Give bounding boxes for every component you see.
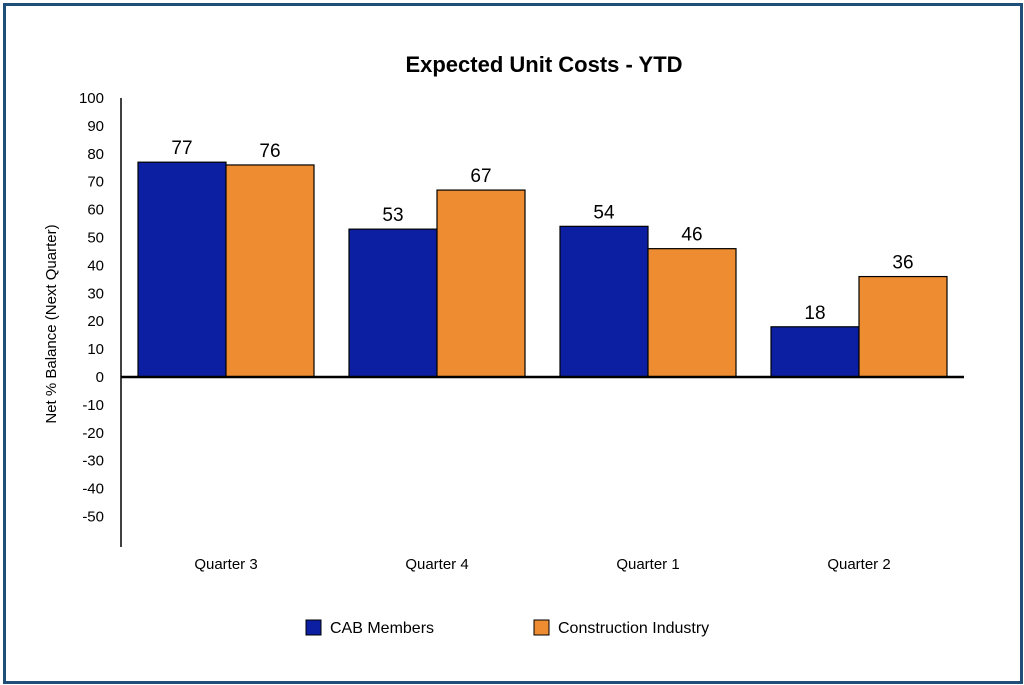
data-label: 77 bbox=[171, 138, 192, 159]
data-label: 18 bbox=[804, 303, 825, 324]
bar-cab-members bbox=[559, 225, 649, 378]
data-label: 76 bbox=[259, 141, 280, 162]
data-label: 36 bbox=[892, 253, 913, 274]
bars bbox=[137, 161, 948, 378]
data-label: 46 bbox=[681, 225, 702, 246]
data-label: 67 bbox=[470, 166, 491, 187]
category-label: Quarter 4 bbox=[405, 556, 468, 573]
y-tick-label: 30 bbox=[87, 285, 104, 302]
data-label: 53 bbox=[382, 205, 403, 226]
bar-construction-industry bbox=[647, 248, 737, 378]
y-tick-label: 50 bbox=[87, 230, 104, 247]
category-label: Quarter 2 bbox=[827, 556, 890, 573]
legend-label: Construction Industry bbox=[558, 620, 709, 637]
y-tick-label: 100 bbox=[79, 90, 104, 107]
bar-chart: Expected Unit Costs - YTD Net % Balance … bbox=[43, 52, 964, 637]
y-tick-label: 70 bbox=[87, 174, 104, 191]
y-tick-label: 60 bbox=[87, 202, 104, 219]
x-axis-categories: Quarter 3 Quarter 4 Quarter 1 Quarter 2 bbox=[194, 556, 890, 573]
y-axis-label: Net % Balance (Next Quarter) bbox=[43, 224, 60, 423]
y-tick-label: 20 bbox=[87, 313, 104, 330]
y-tick-label: 40 bbox=[87, 257, 104, 274]
category-label: Quarter 3 bbox=[194, 556, 257, 573]
chart-frame: Expected Unit Costs - YTD Net % Balance … bbox=[3, 3, 1023, 684]
data-labels: 77 76 53 67 54 46 18 36 bbox=[171, 138, 913, 324]
y-tick-label: -40 bbox=[82, 481, 104, 498]
category-label: Quarter 1 bbox=[616, 556, 679, 573]
y-tick-label: 0 bbox=[96, 369, 104, 386]
y-tick-label: 10 bbox=[87, 341, 104, 358]
bar-construction-industry bbox=[225, 164, 315, 378]
bar-cab-members bbox=[348, 228, 438, 378]
bar-construction-industry bbox=[436, 189, 526, 378]
bar-construction-industry bbox=[858, 275, 948, 378]
axes bbox=[120, 98, 964, 547]
legend-swatch bbox=[533, 619, 550, 636]
y-tick-label: 90 bbox=[87, 118, 104, 135]
bar-cab-members bbox=[770, 326, 860, 378]
y-tick-label: -30 bbox=[82, 453, 104, 470]
bar-cab-members bbox=[137, 161, 227, 378]
legend: CAB Members Construction Industry bbox=[305, 619, 709, 637]
y-tick-label: -20 bbox=[82, 425, 104, 442]
data-label: 54 bbox=[593, 202, 615, 223]
legend-label: CAB Members bbox=[330, 620, 434, 637]
legend-swatch bbox=[305, 619, 322, 636]
y-tick-label: -50 bbox=[82, 509, 104, 526]
y-tick-label: 80 bbox=[87, 146, 104, 163]
y-tick-label: -10 bbox=[82, 397, 104, 414]
chart-title: Expected Unit Costs - YTD bbox=[405, 52, 682, 77]
